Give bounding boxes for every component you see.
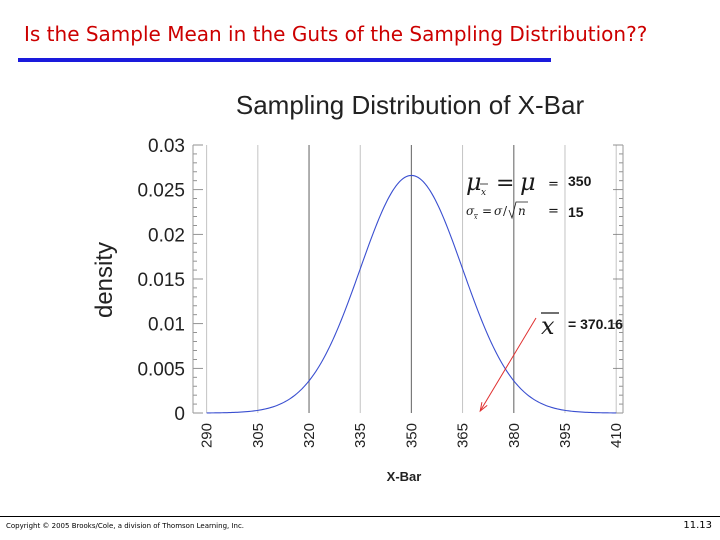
copyright-notice: Copyright © 2005 Brooks/Cole, a division… — [6, 522, 245, 530]
chart-title: Sampling Distribution of X-Bar — [236, 90, 585, 120]
svg-text:=: = — [548, 204, 559, 219]
y-tick-label: 0.005 — [137, 359, 185, 380]
standard-error-formula: σ x = σ / n = 15 — [466, 201, 584, 221]
svg-text:x: x — [481, 188, 486, 198]
y-tick-label: 0.01 — [148, 315, 185, 336]
svg-text:x: x — [474, 214, 478, 221]
sample-mean-arrowhead — [479, 402, 488, 413]
y-tick-label: 0.02 — [148, 225, 185, 246]
sample-mean-arrow — [479, 317, 537, 412]
sample-mean-label: = 370.16 — [568, 316, 623, 332]
density-curve — [206, 174, 617, 414]
svg-text:n: n — [518, 204, 526, 218]
x-tick-label: 365 — [455, 423, 472, 448]
y-tick-label: 0.03 — [148, 136, 185, 157]
x-tick-label: 320 — [301, 423, 318, 448]
x-axis-label: X-Bar — [387, 469, 422, 484]
svg-text:=: = — [496, 171, 514, 196]
title-underline — [18, 58, 551, 62]
slide-number: 11.13 — [683, 520, 712, 531]
y-tick-label: 0 — [174, 404, 185, 425]
x-tick-label: 305 — [250, 423, 267, 448]
x-tick-label: 290 — [199, 423, 216, 448]
svg-text:x: x — [541, 312, 555, 340]
sample-mean-annotation: x = 370.16 — [541, 312, 623, 340]
y-tick-label: 0.015 — [137, 270, 185, 291]
x-tick-label: 395 — [557, 423, 574, 448]
mean-formula: μ x = μ = 350 — [466, 168, 592, 198]
x-tick-label: 335 — [352, 423, 369, 448]
slide-title: Is the Sample Mean in the Guts of the Sa… — [24, 22, 648, 46]
y-tick-label: 0.025 — [137, 181, 185, 202]
svg-text:μ: μ — [466, 168, 482, 196]
x-tick-label: 350 — [403, 423, 420, 448]
svg-text:=: = — [482, 204, 492, 218]
standard-error-value: 15 — [568, 204, 584, 220]
x-tick-label: 410 — [608, 423, 625, 448]
y-axis-label: density — [91, 242, 118, 318]
svg-text:/: / — [503, 204, 508, 218]
svg-text:=: = — [548, 177, 559, 192]
mean-value: 350 — [568, 173, 592, 189]
svg-text:σ: σ — [494, 204, 503, 218]
svg-text:σ: σ — [466, 204, 475, 218]
x-tick-label: 380 — [506, 423, 523, 448]
footer-divider — [0, 516, 720, 517]
svg-text:μ: μ — [520, 168, 536, 196]
